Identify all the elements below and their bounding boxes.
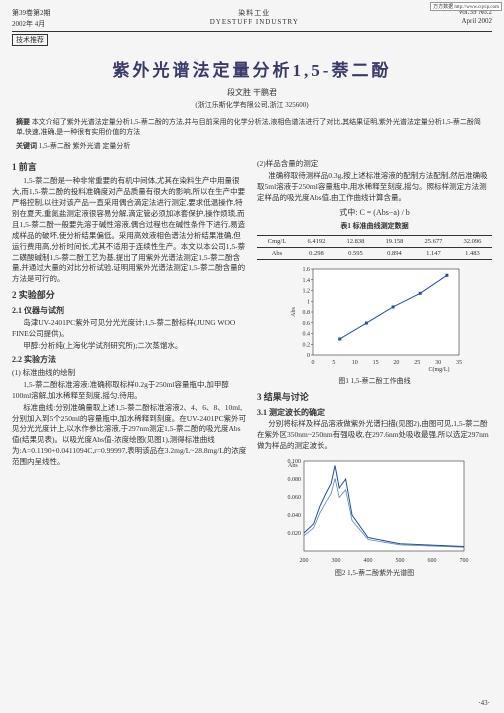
formula-label: 式中: [339, 208, 357, 217]
kw-text: 1,5-萘二酚 紫外光谱 定量分析 [39, 142, 131, 150]
data-table: Cmg/L6.419212.83819.15825.67732.096Abs0.… [257, 235, 492, 261]
svg-text:0.2: 0.2 [302, 343, 310, 349]
p-instr2: 甲醇:分析纯(上海化学试剂研究所);二次蒸馏水。 [12, 341, 247, 352]
vol-cn: 第39卷第2期 [12, 8, 51, 18]
affiliation: (浙江乐斯化学有限公司,浙江 325600) [12, 100, 492, 110]
svg-text:35: 35 [456, 360, 462, 366]
keywords: 关键词 1,5-萘二酚 紫外光谱 定量分析 [12, 142, 492, 152]
h-method: 2.2 实验方法 [12, 354, 247, 366]
abstract-text: 本文介绍了紫外光谱法定量分析1,5-萘二酚的方法,并与目前采用的化学分析法,液相… [16, 118, 481, 136]
source-watermark: 万方数据 http://www.cqvip.com [430, 2, 502, 11]
p-sample: 准确称取待测样品0.3g,按上述标准溶液的配制方法配制,然后准确吸取5ml溶液于… [257, 171, 492, 204]
chart1-caption: 图1 1,5-萘二酚工作曲线 [257, 376, 492, 386]
svg-text:20: 20 [393, 360, 399, 366]
journal-cn: 染料工业 [51, 8, 459, 18]
svg-text:0.4: 0.4 [302, 332, 310, 338]
svg-text:500: 500 [395, 558, 404, 564]
h-instr: 2.1 仪器与试剂 [12, 305, 247, 317]
p-wavelength: 分别将标样及样品溶液做紫外光谱扫描(见图2),由图可见,1,5-萘二酚在紫外区3… [257, 419, 492, 452]
chart2-caption: 图2 1,5-萘二酚紫外光谱图 [257, 568, 492, 578]
journal-en: DYESTUFF INDUSTRY [51, 18, 459, 26]
svg-text:1: 1 [307, 300, 310, 306]
svg-text:0.080: 0.080 [287, 477, 301, 483]
right-column: (2)样品含量的测定 准确称取待测样品0.3g,按上述标准溶液的配制方法配制,然… [257, 157, 492, 578]
svg-text:0.6: 0.6 [302, 321, 310, 327]
table-caption: 表1 标准曲线测定数据 [257, 221, 492, 231]
svg-text:C(mg/L): C(mg/L) [428, 366, 449, 373]
header: 第39卷第2期 2002年 4月 染料工业 DYESTUFF INDUSTRY … [12, 8, 492, 32]
chart-uv-spectrum: 0.0200.0400.0600.0800.100200300400500600… [280, 455, 470, 565]
svg-text:1.4: 1.4 [302, 278, 310, 284]
chart-working-curve: 0 0.2 0.4 0.6 0.8 1 1.2 1.4 1.6 0 5 10 15 20 25 30 35 Abs… [285, 263, 465, 373]
svg-text:600: 600 [427, 558, 436, 564]
p-instr1: 岛津UV-2401PC紫外可见分光光度计;1,5-萘二酚标样(JUNG WOO … [12, 318, 247, 340]
svg-text:200: 200 [299, 558, 308, 564]
h-wavelength: 3.1 测定波长的确定 [257, 407, 492, 419]
svg-text:30: 30 [435, 360, 441, 366]
svg-text:400: 400 [363, 558, 372, 564]
svg-text:5: 5 [332, 360, 335, 366]
authors: 段文胜 干鹏君 [12, 87, 492, 98]
svg-text:300: 300 [331, 558, 340, 564]
svg-text:25: 25 [414, 360, 420, 366]
section-tag: 技术推荐 [12, 34, 48, 46]
date-en: April 2002 [458, 17, 492, 25]
h-exp: 2 实验部分 [12, 289, 247, 302]
h-intro: 1 前言 [12, 161, 247, 174]
svg-text:1.6: 1.6 [302, 267, 310, 273]
date-cn: 2002年 4月 [12, 19, 51, 29]
p-intro: 1,5-萘二酚是一种非常重要的有机中间体,尤其在染料生产中用量很大,而1,5-萘… [12, 176, 247, 285]
h-std: (1) 标准曲线的绘制 [12, 368, 247, 379]
formula: 式中: C = (Abs−a) / b [257, 207, 492, 219]
page-number: ·43· [478, 699, 490, 707]
kw-label: 关键词 [16, 142, 37, 150]
svg-text:Abs: Abs [288, 463, 298, 469]
svg-text:10: 10 [351, 360, 357, 366]
p-std1: 1,5-萘二酚标准溶液:准确称取标样0.2g于250ml容量瓶中,加甲醇100m… [12, 380, 247, 402]
svg-text:15: 15 [372, 360, 378, 366]
h-sample: (2)样品含量的测定 [257, 159, 492, 170]
formula-eq: C = (Abs−a) / b [359, 208, 409, 217]
svg-text:0.020: 0.020 [287, 531, 301, 537]
h-results: 3 结果与讨论 [257, 391, 492, 404]
svg-text:0: 0 [311, 360, 314, 366]
abstract: 摘要 本文介绍了紫外光谱法定量分析1,5-萘二酚的方法,并与目前采用的化学分析法… [12, 118, 492, 138]
svg-text:Abs: Abs [291, 307, 297, 317]
article-title: 紫外光谱法定量分析1,5-萘二酚 [12, 56, 492, 81]
svg-text:0.040: 0.040 [287, 513, 301, 519]
body-columns: 1 前言 1,5-萘二酚是一种非常重要的有机中间体,尤其在染料生产中用量很大,而… [12, 157, 492, 578]
svg-text:0.060: 0.060 [287, 495, 301, 501]
svg-text:1.2: 1.2 [302, 289, 310, 295]
p-std2: 标准曲线:分别准确量取上述1,5-萘二酚标准溶液2、4、6、8、10ml,分别加… [12, 403, 247, 468]
svg-text:0: 0 [307, 353, 310, 359]
svg-text:0.8: 0.8 [302, 310, 310, 316]
svg-text:700: 700 [459, 558, 468, 564]
left-column: 1 前言 1,5-萘二酚是一种非常重要的有机中间体,尤其在染料生产中用量很大,而… [12, 157, 247, 578]
abstract-label: 摘要 [16, 118, 30, 126]
